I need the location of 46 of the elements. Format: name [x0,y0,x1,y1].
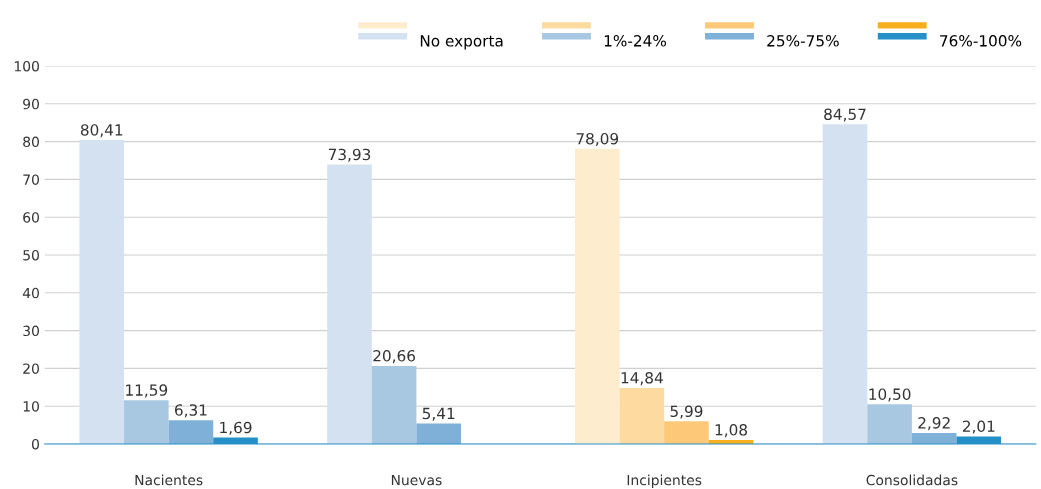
x-tick-label: Nacientes [135,474,203,486]
y-tick-label: 10 [23,401,39,412]
bar [371,365,417,445]
data-label: 78,09 [576,132,619,147]
y-tick-label: 60 [23,212,39,223]
data-label: 73,93 [328,148,371,162]
bar [416,423,461,445]
data-label: 1,08 [715,424,748,438]
y-tick-label: 50 [23,249,39,261]
y-tick-label: 100 [14,60,39,72]
bar [664,421,709,445]
bar [867,404,912,445]
data-label: 2,92 [918,417,950,431]
x-tick-label: Consolidadas [866,474,958,486]
bar [168,420,214,445]
bar [911,432,957,445]
legend-label: 25%-75% [767,35,839,47]
y-tick-label: 20 [23,363,39,374]
bar [124,400,169,445]
data-label: 10,50 [869,388,911,402]
bar [327,164,372,445]
bar [619,387,665,445]
data-label: 11,59 [126,384,168,398]
bar [79,140,125,445]
x-tick-label: Nuevas [391,475,442,486]
data-label: 2,01 [962,420,995,434]
data-label: 6,31 [175,404,207,418]
y-tick-label: 70 [23,174,39,185]
data-label: 80,41 [80,124,123,138]
y-tick-label: 90 [23,98,39,110]
y-tick-label: 80 [23,136,39,148]
y-tick-label: 30 [23,325,39,337]
bar [574,148,620,445]
data-label: 20,66 [373,350,416,364]
data-label: 5,99 [670,405,703,419]
legend-label: No exporta [420,35,503,50]
bar [822,124,868,445]
data-label: 1,69 [220,421,252,435]
legend-label: 1%-24% [604,35,667,47]
y-tick-label: 40 [22,287,39,299]
legend-label: 76%-100% [940,35,1022,47]
data-label: 5,41 [422,407,455,421]
data-label: 84,57 [824,108,866,122]
data-label: 14,84 [621,372,663,386]
y-tick-label: 0 [31,438,39,450]
x-tick-label: Incipientes [627,474,702,489]
